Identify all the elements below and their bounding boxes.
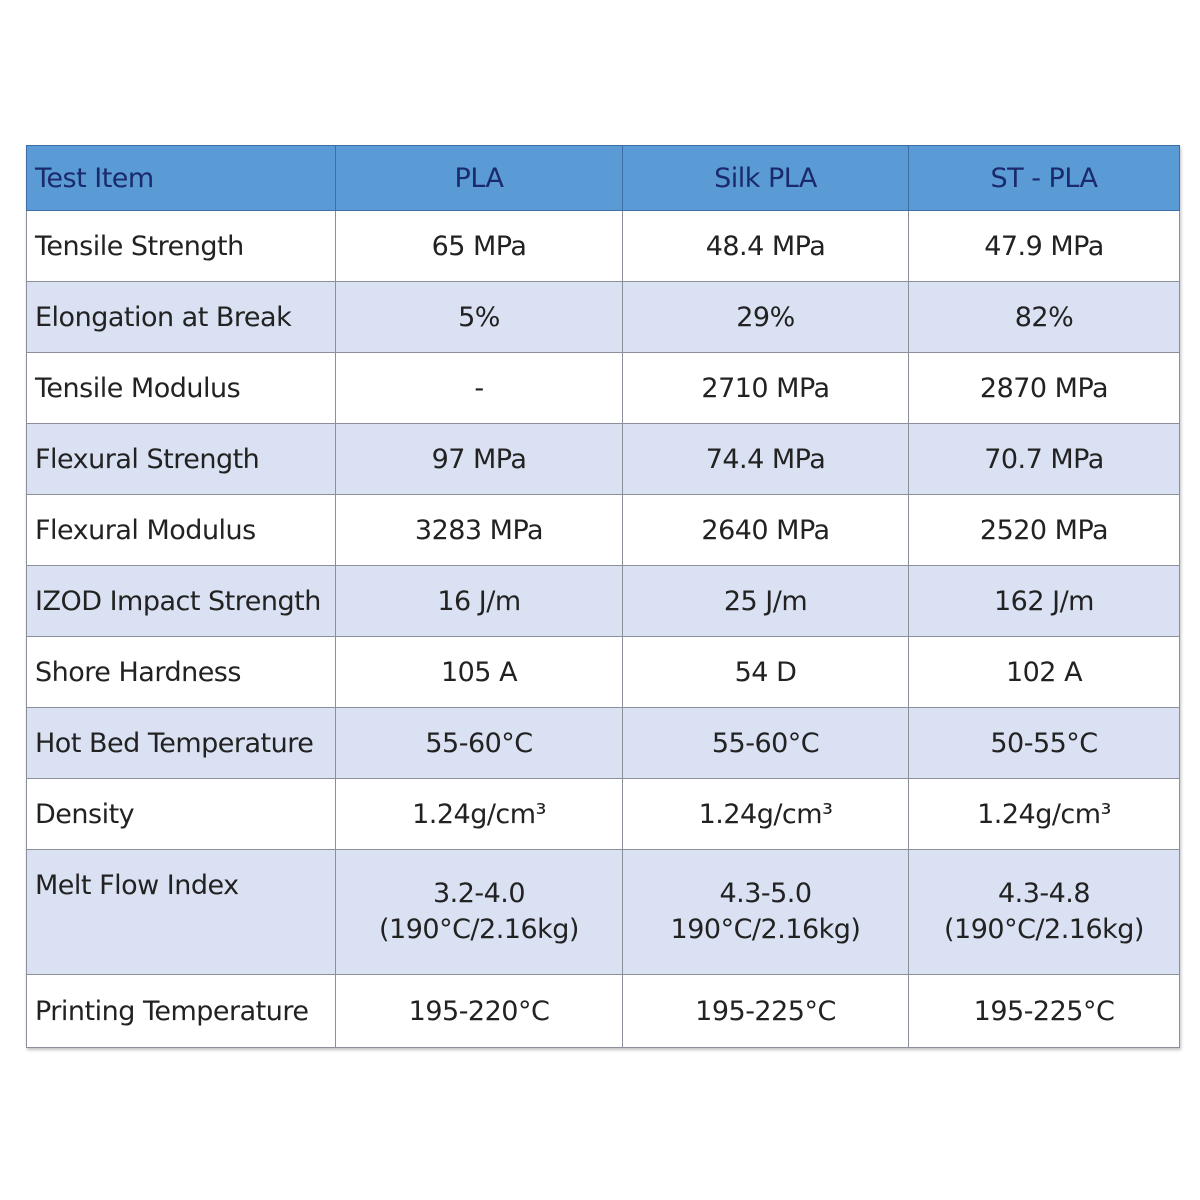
table-row: Melt Flow Index 3.2-4.0 (190°C/2.16kg) 4… [26, 849, 1180, 975]
cell-pla: 16 J/m [335, 565, 623, 637]
cell-pla: 1.24g/cm³ [335, 778, 623, 850]
header-test-item: Test Item [26, 145, 336, 211]
cell-silk-pla: 1.24g/cm³ [622, 778, 909, 850]
table-row: Tensile Strength 65 MPa 48.4 MPa 47.9 MP… [26, 210, 1180, 282]
cell-pla: 3283 MPa [335, 494, 623, 566]
cell-pla: 65 MPa [335, 210, 623, 282]
row-label: IZOD Impact Strength [26, 565, 336, 637]
cell-silk-pla: 29% [622, 281, 909, 353]
header-row: Test Item PLA Silk PLA ST - PLA [26, 145, 1180, 211]
row-label: Hot Bed Temperature [26, 707, 336, 779]
table-row: Shore Hardness 105 A 54 D 102 A [26, 636, 1180, 708]
row-label: Elongation at Break [26, 281, 336, 353]
row-label: Flexural Modulus [26, 494, 336, 566]
row-label: Melt Flow Index [26, 849, 336, 975]
cell-value: 4.3-4.8 [997, 878, 1091, 909]
cell-silk-pla: 48.4 MPa [622, 210, 909, 282]
cell-pla: 5% [335, 281, 623, 353]
cell-st-pla: 195-225°C [908, 974, 1180, 1048]
cell-pla: 105 A [335, 636, 623, 708]
table-row: Flexural Modulus 3283 MPa 2640 MPa 2520 … [26, 494, 1180, 566]
table-row: Hot Bed Temperature 55-60°C 55-60°C 50-5… [26, 707, 1180, 779]
cell-value: 4.3-5.0 [719, 878, 812, 909]
table-row: IZOD Impact Strength 16 J/m 25 J/m 162 J… [26, 565, 1180, 637]
cell-st-pla: 70.7 MPa [908, 423, 1180, 495]
cell-silk-pla: 55-60°C [622, 707, 909, 779]
cell-value: 3.2-4.0 [432, 878, 526, 909]
row-label: Tensile Strength [26, 210, 336, 282]
cell-st-pla: 162 J/m [908, 565, 1180, 637]
cell-silk-pla: 25 J/m [622, 565, 909, 637]
cell-st-pla: 2870 MPa [908, 352, 1180, 424]
cell-st-pla: 4.3-4.8 (190°C/2.16kg) [908, 849, 1180, 975]
row-label: Shore Hardness [26, 636, 336, 708]
cell-pla: 3.2-4.0 (190°C/2.16kg) [335, 849, 623, 975]
cell-st-pla: 1.24g/cm³ [908, 778, 1180, 850]
cell-note: (190°C/2.16kg) [944, 914, 1144, 945]
cell-st-pla: 50-55°C [908, 707, 1180, 779]
material-spec-table: Test Item PLA Silk PLA ST - PLA Tensile … [26, 145, 1180, 1048]
row-label: Tensile Modulus [26, 352, 336, 424]
cell-pla: - [335, 352, 623, 424]
cell-silk-pla: 74.4 MPa [622, 423, 909, 495]
cell-silk-pla: 54 D [622, 636, 909, 708]
cell-pla: 97 MPa [335, 423, 623, 495]
cell-st-pla: 47.9 MPa [908, 210, 1180, 282]
cell-silk-pla: 4.3-5.0 190°C/2.16kg) [622, 849, 909, 975]
row-label: Density [26, 778, 336, 850]
row-label: Printing Temperature [26, 974, 336, 1048]
cell-silk-pla: 195-225°C [622, 974, 909, 1048]
cell-pla: 55-60°C [335, 707, 623, 779]
header-st-pla: ST - PLA [908, 145, 1180, 211]
table-row: Density 1.24g/cm³ 1.24g/cm³ 1.24g/cm³ [26, 778, 1180, 850]
cell-st-pla: 82% [908, 281, 1180, 353]
row-label: Flexural Strength [26, 423, 336, 495]
table-row: Flexural Strength 97 MPa 74.4 MPa 70.7 M… [26, 423, 1180, 495]
header-silk-pla: Silk PLA [622, 145, 909, 211]
table-row: Printing Temperature 195-220°C 195-225°C… [26, 974, 1180, 1048]
cell-silk-pla: 2640 MPa [622, 494, 909, 566]
cell-st-pla: 102 A [908, 636, 1180, 708]
cell-note: 190°C/2.16kg) [670, 914, 861, 945]
cell-pla: 195-220°C [335, 974, 623, 1048]
header-pla: PLA [335, 145, 623, 211]
cell-silk-pla: 2710 MPa [622, 352, 909, 424]
table-row: Tensile Modulus - 2710 MPa 2870 MPa [26, 352, 1180, 424]
cell-st-pla: 2520 MPa [908, 494, 1180, 566]
table-row: Elongation at Break 5% 29% 82% [26, 281, 1180, 353]
cell-note: (190°C/2.16kg) [379, 914, 579, 945]
